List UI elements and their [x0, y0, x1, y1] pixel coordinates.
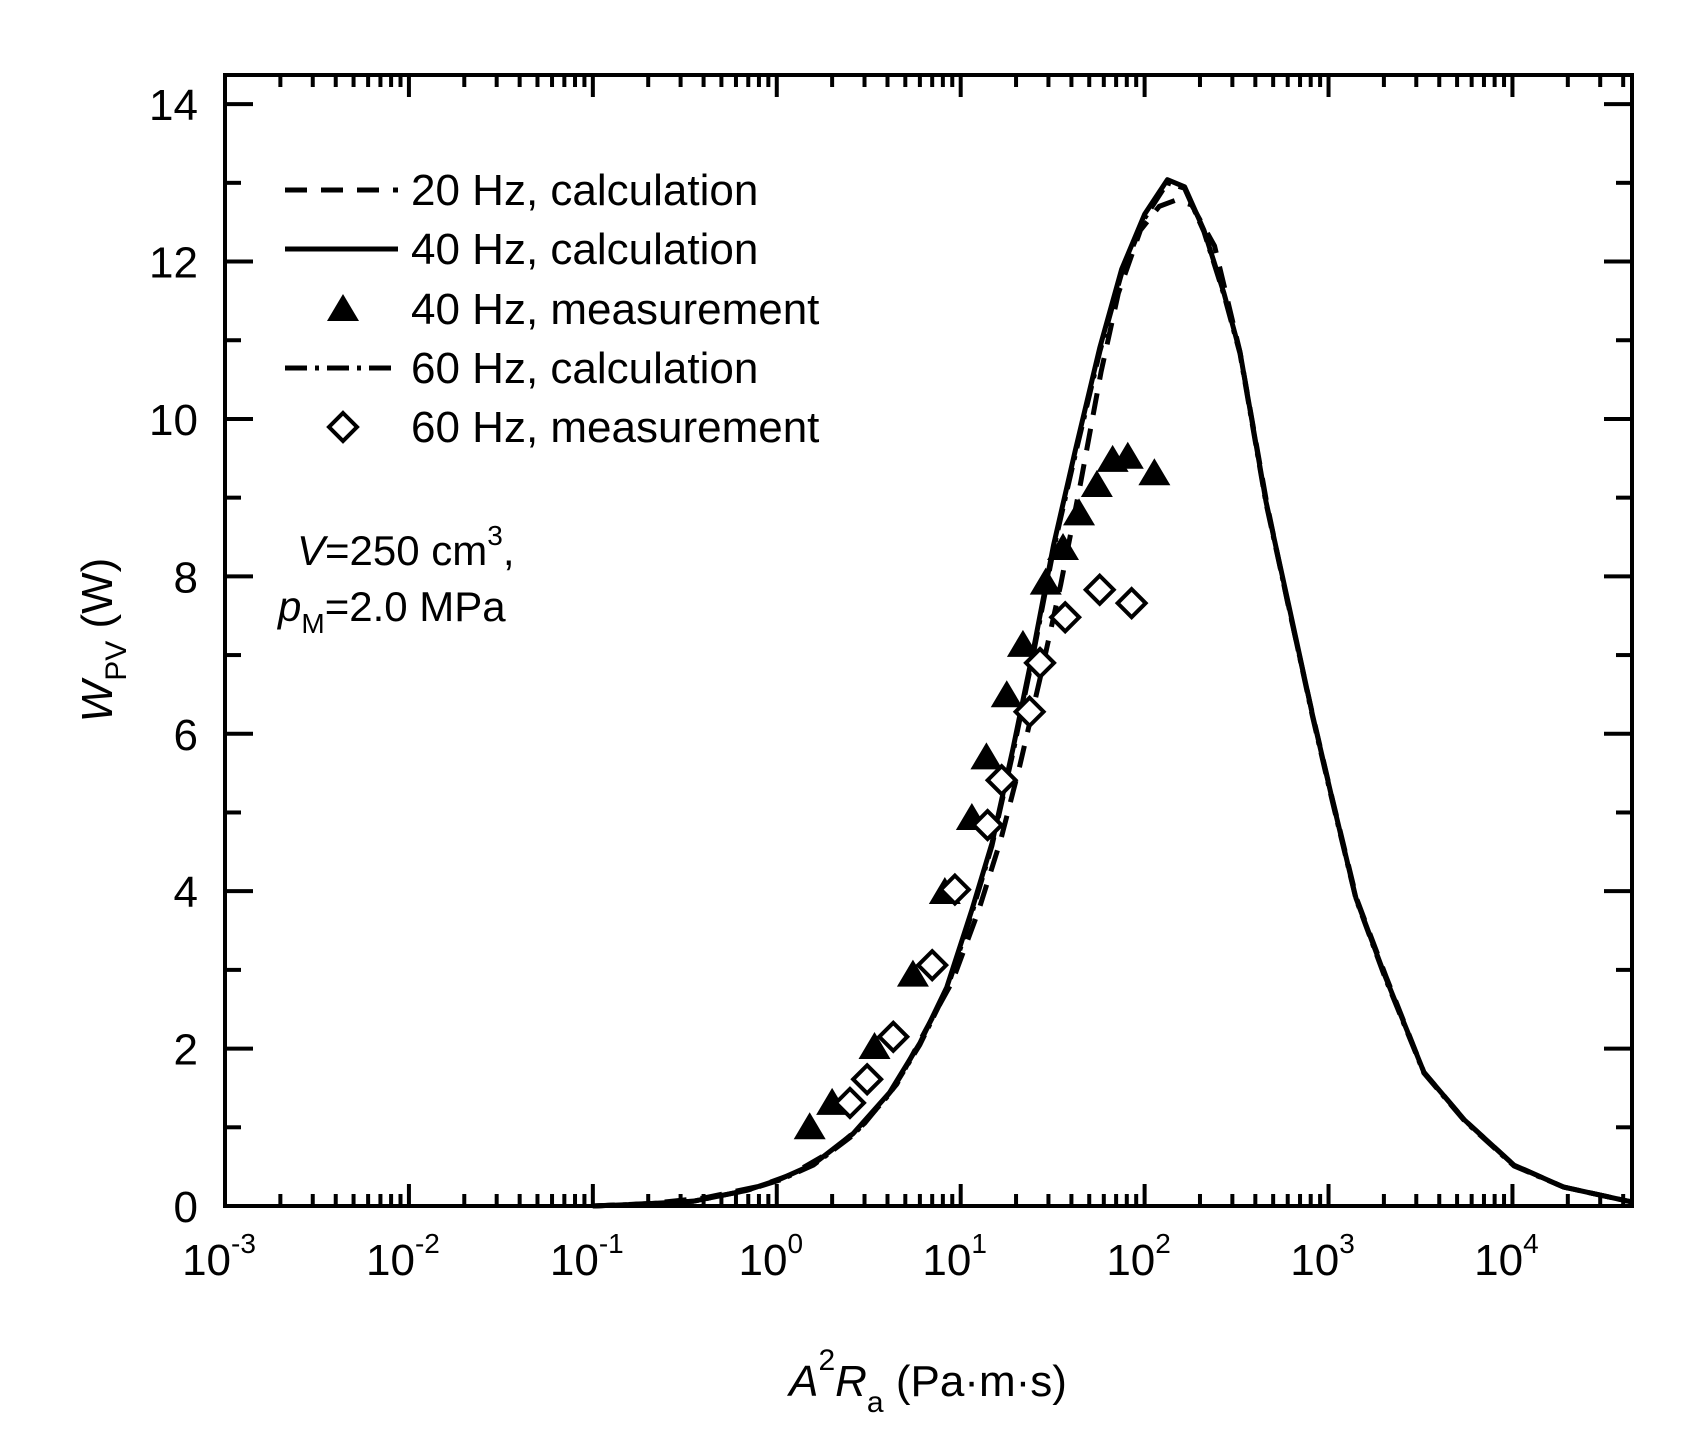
legend: 20 Hz, calculation 40 Hz, calculation 40 H…	[285, 166, 819, 452]
series-line-20-hz-calculation	[592, 197, 1634, 1209]
diamond-marker-60hz	[938, 872, 972, 907]
y-tick-label: 12	[149, 239, 198, 288]
diamond-marker-60hz	[833, 1086, 867, 1120]
x-tick-label: 100	[738, 1228, 803, 1285]
diamond-marker-60hz	[1114, 586, 1149, 620]
x-tick-label: 10-3	[182, 1228, 256, 1285]
y-tick-label: 4	[174, 868, 198, 917]
triangle-marker-40hz	[1063, 498, 1096, 526]
x-tick-label: 103	[1290, 1228, 1355, 1285]
diamond-marker-60hz	[915, 948, 950, 982]
diamond-marker-60hz	[1023, 646, 1057, 680]
x-tick-label: 102	[1106, 1228, 1171, 1285]
triangle-marker-40hz	[970, 742, 1003, 770]
triangle-marker-40hz	[1138, 458, 1171, 486]
y-tick-label: 2	[174, 1026, 198, 1075]
legend-item: 40 Hz, calculation	[285, 225, 758, 274]
x-tick-label: 10-1	[550, 1228, 624, 1285]
diamond-marker-60hz	[876, 1019, 911, 1054]
diamond-marker-60hz	[850, 1062, 884, 1097]
legend-item: 60 Hz, measurement	[326, 403, 819, 452]
legend-label: 40 Hz, calculation	[411, 225, 758, 274]
legend-item: 40 Hz, measurement	[327, 285, 819, 334]
triangle-marker-40hz	[1080, 470, 1113, 498]
legend-label: 40 Hz, measurement	[411, 285, 819, 334]
legend-label: 20 Hz, calculation	[411, 166, 758, 215]
y-tick-label: 14	[149, 81, 198, 130]
legend-item: 20 Hz, calculation	[285, 166, 758, 215]
y-tick-label: 8	[174, 553, 198, 602]
legend-label: 60 Hz, calculation	[411, 344, 758, 393]
legend-diamond-symbol	[326, 410, 360, 444]
markers-layer	[793, 441, 1171, 1140]
triangle-marker-40hz	[1111, 441, 1144, 469]
diamond-marker-60hz	[1012, 694, 1047, 729]
y-tick-label: 6	[174, 711, 198, 760]
legend-triangle-symbol	[327, 294, 359, 321]
diamond-marker-60hz	[970, 808, 1005, 842]
plot-frame	[223, 73, 1634, 1208]
annotation-line-2: pM=2.0 MPa	[276, 583, 506, 639]
triangle-marker-40hz	[990, 680, 1023, 708]
tick-labels-layer: 10-3 10-2 10-1 100 101 102 103 104 0 2 4 6 8 10 12 14	[149, 81, 1539, 1285]
triangle-marker-40hz	[1006, 629, 1039, 657]
y-axis-label: WPV (W)	[73, 558, 133, 723]
diamond-marker-60hz	[1048, 600, 1083, 635]
series-line-60-hz-calculation	[592, 180, 1634, 1209]
annotation: V=250 cm3, pM=2.0 MPa	[276, 520, 515, 639]
diamond-marker-60hz	[1082, 572, 1117, 607]
x-axis-label: A2Ra (Pa·m·s)	[786, 1344, 1067, 1419]
curves-layer	[592, 177, 1634, 1209]
legend-label: 60 Hz, measurement	[411, 403, 819, 452]
x-tick-label: 101	[922, 1228, 987, 1285]
ticks-layer	[223, 75, 1632, 1208]
y-tick-label: 10	[149, 396, 198, 445]
triangle-marker-40hz	[793, 1112, 826, 1140]
triangle-marker-40hz	[896, 959, 929, 987]
triangle-marker-40hz	[858, 1032, 891, 1060]
triangle-marker-40hz	[1029, 567, 1062, 595]
annotation-line-1: V=250 cm3,	[297, 520, 515, 574]
triangle-marker-40hz	[1047, 533, 1080, 561]
diamond-marker-60hz	[984, 763, 1019, 798]
y-tick-label: 0	[174, 1183, 198, 1232]
legend-item: 60 Hz, calculation	[285, 344, 758, 393]
x-tick-label: 10-2	[366, 1228, 440, 1285]
x-tick-label: 104	[1474, 1228, 1539, 1285]
